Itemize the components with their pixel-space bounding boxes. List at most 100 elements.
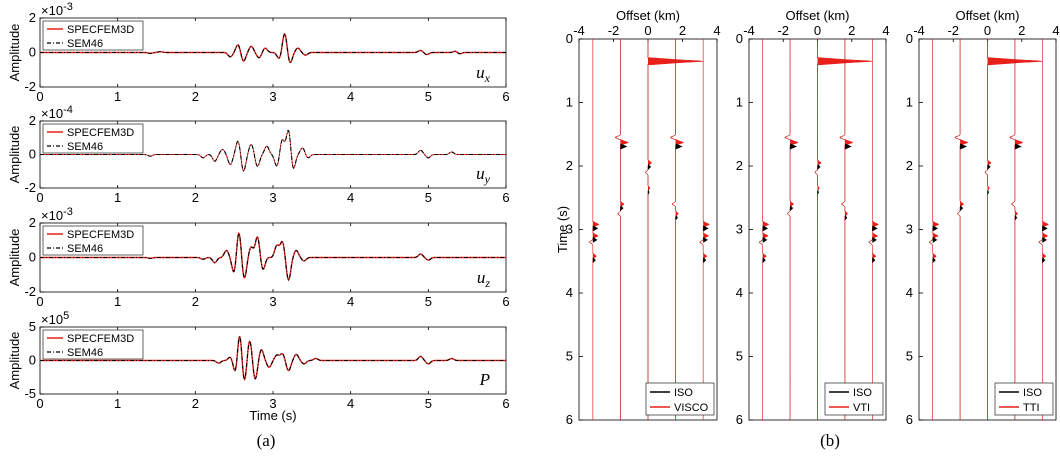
x-tick-label: 0: [36, 396, 43, 411]
filled-lobe-variant: [987, 184, 990, 192]
legend-box: [42, 20, 144, 51]
filled-lobe-variant: [872, 252, 876, 260]
trace-variant: [984, 39, 1043, 420]
trace-variant: [784, 39, 799, 420]
legend: SPECFEM3D SEM46: [42, 20, 144, 51]
x-tick-label: 5: [425, 89, 432, 104]
filled-lobe-iso: [817, 163, 821, 170]
legend-box: [994, 382, 1054, 416]
legend-label-variant: VTI: [853, 402, 870, 414]
legend-label-sem46: SEM46: [67, 243, 103, 255]
x-tick-label: -2: [777, 23, 789, 38]
x-tick-label: 4: [347, 190, 354, 205]
x-tick-label: 0: [36, 294, 43, 309]
x-axis-label: Offset (km): [616, 8, 680, 23]
filled-lobe-iso: [648, 163, 652, 170]
x-tick-label: 5: [425, 190, 432, 205]
y-tick-label: 2: [566, 158, 573, 173]
x-tick-label: -2: [608, 23, 620, 38]
filled-lobe-iso: [762, 257, 766, 264]
filled-lobe-variant: [960, 200, 964, 208]
filled-lobe-iso: [592, 257, 596, 264]
x-tick-label: 4: [347, 294, 354, 309]
axis-multiplier: ×10-4: [41, 104, 73, 121]
filled-lobe-variant: [648, 184, 650, 192]
caption-a: (a): [257, 431, 276, 450]
y-axis-label: Amplitude: [7, 126, 22, 184]
series-sem46: [40, 33, 506, 64]
x-tick-label: 2: [1018, 23, 1025, 38]
trace-variant: [814, 39, 873, 420]
legend-box: [824, 382, 884, 416]
trace-iso: [670, 39, 683, 420]
trace-iso: [1009, 39, 1023, 420]
y-tick-label: -5: [24, 386, 36, 401]
x-tick-label: 3: [269, 190, 276, 205]
trace-variant: [614, 39, 629, 420]
x-axis-label: Time (s): [249, 408, 296, 423]
filled-lobe-iso: [844, 143, 852, 150]
component-label: uz: [477, 268, 491, 290]
filled-lobe-iso: [790, 205, 794, 212]
x-tick-label: 4: [1052, 23, 1059, 38]
trace-variant: [954, 39, 969, 420]
x-tick-label: 4: [347, 396, 354, 411]
x-tick-label: 0: [36, 89, 43, 104]
x-tick-label: 4: [713, 23, 720, 38]
filled-lobe-variant: [675, 210, 679, 218]
y-tick-label: 3: [906, 222, 913, 237]
trace-variant: [839, 39, 854, 420]
legend-label-sem46: SEM46: [67, 38, 103, 50]
x-tick-label: 2: [192, 294, 199, 309]
x-tick-label: 6: [502, 396, 509, 411]
legend-label-iso: ISO: [674, 387, 693, 399]
y-tick-label: 2: [29, 10, 36, 25]
legend-label-specfem3d: SPECFEM3D: [67, 24, 134, 36]
caption-b: (b): [820, 431, 840, 450]
y-tick-label: 1: [566, 95, 573, 110]
x-tick-label: 2: [679, 23, 686, 38]
legend-box: [645, 382, 715, 416]
y-tick-label: 5: [566, 349, 573, 364]
filled-lobe-iso: [960, 143, 968, 150]
y-axis-label: Time (s): [555, 206, 570, 253]
y-tick-label: 1: [906, 95, 913, 110]
legend-label-iso: ISO: [1023, 387, 1042, 399]
x-tick-label: 4: [882, 23, 889, 38]
x-axis-label: Offset (km): [785, 8, 849, 23]
filled-lobe-iso: [1014, 143, 1022, 150]
filled-lobe-iso: [987, 163, 991, 170]
filled-lobe-iso: [872, 225, 878, 232]
y-axis-label: Amplitude: [7, 332, 22, 390]
y-tick-label: 5: [736, 349, 743, 364]
y-tick-label: 6: [566, 412, 573, 427]
y-tick-label: 3: [736, 222, 743, 237]
filled-lobe-iso: [762, 236, 768, 243]
axis-multiplier: ×105: [41, 310, 69, 327]
filled-lobe-variant: [592, 252, 597, 260]
filled-lobe-iso: [592, 236, 598, 243]
filled-lobe-variant: [932, 252, 937, 260]
x-axis-label: Offset (km): [955, 8, 1019, 23]
x-tick-label: 3: [269, 294, 276, 309]
y-tick-label: -2: [24, 180, 36, 195]
filled-lobe-variant: [844, 210, 848, 218]
legend-label-specfem3d: SPECFEM3D: [67, 127, 134, 139]
axis-multiplier: ×10-3: [41, 206, 73, 223]
x-tick-label: 0: [814, 23, 821, 38]
legend: SPECFEM3D SEM46: [42, 225, 144, 256]
trace-iso: [839, 39, 853, 420]
y-tick-label: 5: [29, 319, 36, 334]
filled-lobe-variant: [1014, 210, 1018, 218]
filled-lobe-iso: [872, 236, 877, 243]
filled-lobe-variant: [872, 232, 878, 240]
y-axis-label: Amplitude: [7, 229, 22, 287]
y-tick-label: 0: [906, 31, 913, 46]
filled-lobe-iso: [648, 189, 650, 196]
filled-lobe-variant: [1014, 139, 1023, 147]
filled-lobe-variant: [817, 159, 821, 167]
